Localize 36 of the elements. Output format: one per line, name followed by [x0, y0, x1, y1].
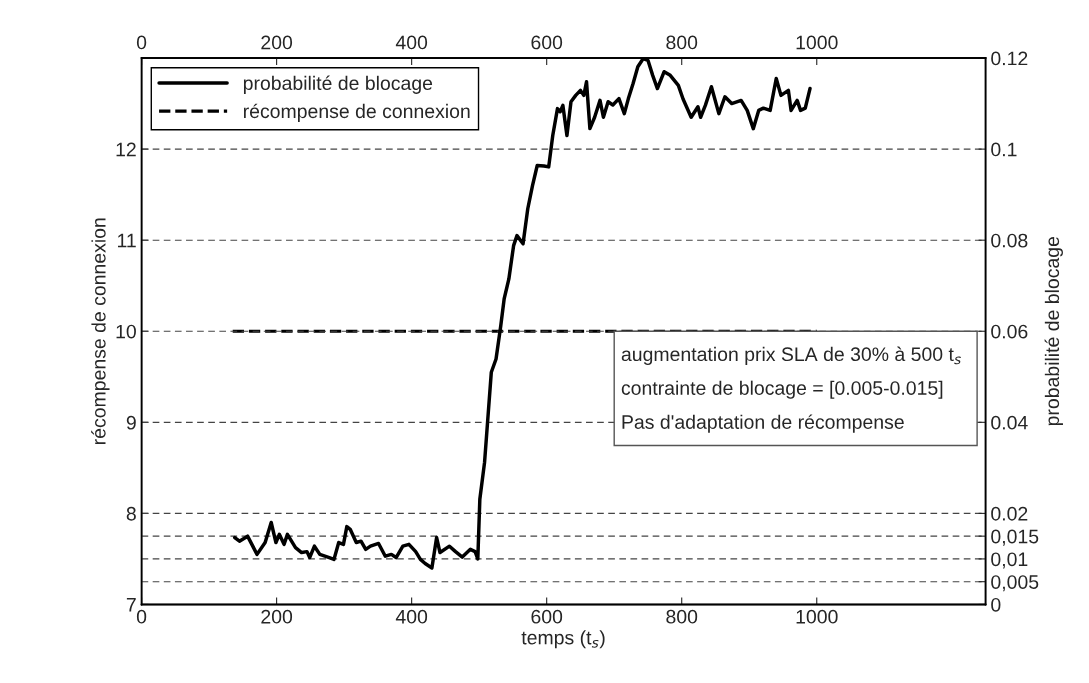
y2-tick-label: 0	[991, 597, 1001, 612]
annotation: Pas d'adaptation de récompense	[622, 414, 904, 433]
y2-tick-label: 0,01	[991, 552, 1028, 569]
x-axis-title: temps (t$_{s}$)	[521, 630, 605, 649]
x-tick-label: 400	[395, 609, 428, 624]
y-tick-label: 10	[116, 324, 136, 339]
y2-tick-label: 0.02	[991, 506, 1028, 521]
x-tick-label: 600	[531, 609, 563, 624]
x-tick-label: 0	[136, 609, 147, 624]
annotation: contrainte de blocage = [0.005-0.015]	[621, 380, 943, 399]
y2-tick-label: 0,015	[991, 529, 1039, 546]
x2-tick-label: 1000	[796, 35, 838, 50]
x2-tick-label: 0	[136, 35, 147, 50]
y2-tick-label: 0.08	[991, 233, 1028, 248]
x-tick-label: 800	[666, 609, 698, 624]
y-tick-label: 11	[118, 233, 136, 248]
y-tick-label: 7	[126, 598, 136, 612]
y-axis-title: récompense de connexion	[91, 218, 110, 444]
legend-label: récompense de connexion	[243, 103, 470, 122]
x-tick-label: 200	[261, 609, 293, 624]
y2-tick-label: 0.04	[991, 415, 1028, 430]
y-tick-label: 12	[116, 142, 136, 157]
y-tick-label: 8	[126, 506, 136, 521]
y2-axis-title: probabilité de blocage	[1044, 236, 1063, 426]
y2-tick-label: 0.12	[991, 51, 1028, 66]
y2-tick-label: 0.06	[991, 324, 1028, 339]
y2-tick-label: 0,005	[991, 575, 1039, 592]
x2-tick-label: 600	[531, 35, 563, 50]
x2-tick-label: 400	[395, 35, 428, 50]
legend-label: probabilité de blocage	[243, 75, 433, 94]
x2-tick-label: 800	[666, 35, 698, 50]
annotation: augmentation prix SLA de 30% à 500 t$_{s}$	[621, 346, 961, 365]
y-tick-label: 9	[126, 415, 136, 430]
y2-tick-label: 0.1	[991, 142, 1017, 157]
x-tick-label: 1000	[796, 609, 838, 624]
x2-tick-label: 200	[261, 35, 293, 50]
